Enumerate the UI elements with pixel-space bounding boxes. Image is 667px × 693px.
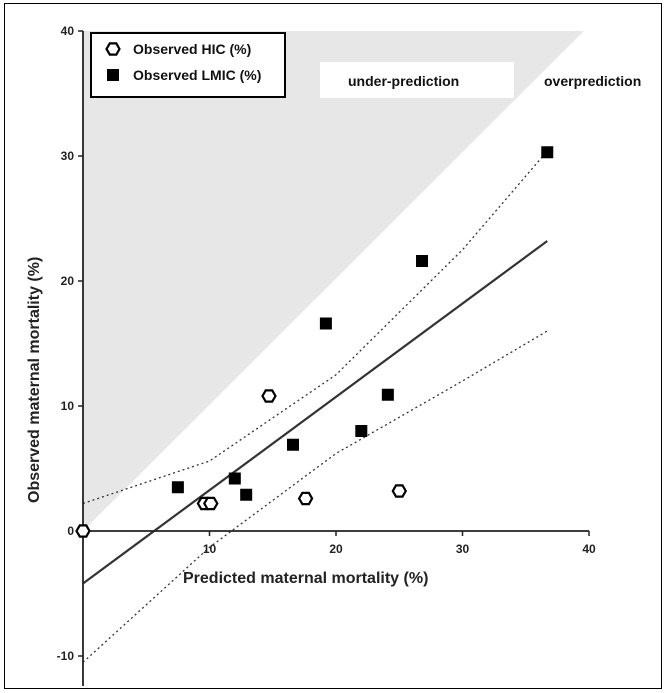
lmic-point bbox=[355, 425, 367, 437]
hic-point bbox=[263, 390, 276, 401]
hic-point bbox=[204, 498, 217, 509]
x-tick-label: 10 bbox=[203, 542, 217, 556]
y-tick-label: 40 bbox=[61, 24, 75, 38]
lmic-point bbox=[240, 489, 252, 501]
hic-point bbox=[393, 485, 406, 496]
legend-label-lmic: Observed LMIC (%) bbox=[133, 67, 261, 83]
lmic-point bbox=[541, 146, 553, 158]
y-tick-label: 0 bbox=[67, 524, 74, 538]
legend-label-hic: Observed HIC (%) bbox=[133, 41, 251, 57]
y-tick-label: 10 bbox=[61, 399, 75, 413]
y-tick-label: 20 bbox=[61, 274, 75, 288]
lmic-point bbox=[320, 318, 332, 330]
lmic-point bbox=[416, 255, 428, 267]
hic-point bbox=[299, 493, 312, 504]
overprediction-label: overprediction bbox=[544, 73, 641, 89]
under-prediction-region bbox=[83, 31, 584, 531]
y-axis-title: Observed maternal mortality (%) bbox=[26, 257, 43, 503]
lmic-point bbox=[382, 389, 394, 401]
under-prediction-label: under-prediction bbox=[348, 73, 459, 89]
legend-marker-lmic bbox=[107, 69, 119, 81]
legend: Observed HIC (%) Observed LMIC (%) bbox=[91, 33, 285, 97]
lmic-point bbox=[229, 473, 241, 485]
legend-hexagon-icon bbox=[107, 43, 120, 54]
x-tick-label: 40 bbox=[582, 542, 596, 556]
x-axis-title: Predicted maternal mortality (%) bbox=[183, 570, 428, 587]
x-tick-label: 30 bbox=[456, 542, 470, 556]
y-tick-label: 30 bbox=[61, 149, 75, 163]
lmic-point bbox=[172, 481, 184, 493]
legend-marker-hic bbox=[107, 43, 120, 54]
y-tick-label: -10 bbox=[57, 649, 75, 663]
hic-point bbox=[77, 525, 90, 536]
x-tick-label: 20 bbox=[329, 542, 343, 556]
legend-square-icon bbox=[107, 69, 119, 81]
lmic-point bbox=[287, 439, 299, 451]
